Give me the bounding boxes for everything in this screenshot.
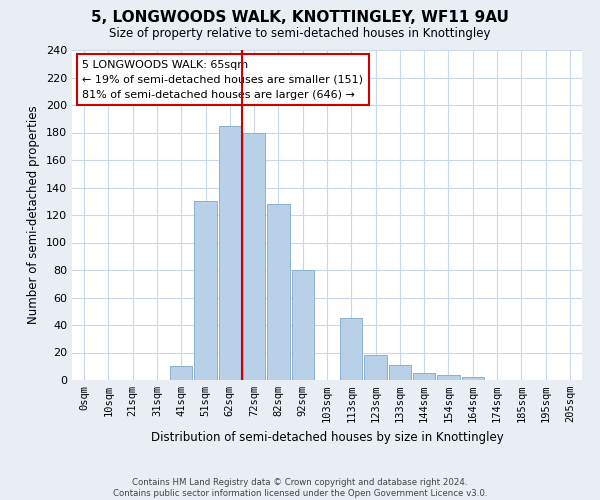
Bar (267, 204, 290, 380)
Text: Size of property relative to semi-detached houses in Knottingley: Size of property relative to semi-detach… (109, 28, 491, 40)
Bar (413, 373, 436, 380)
Text: 5, LONGWOODS WALK, KNOTTINGLEY, WF11 9AU: 5, LONGWOODS WALK, KNOTTINGLEY, WF11 9AU (91, 10, 509, 25)
Bar (170, 366, 193, 380)
Bar (243, 132, 265, 380)
Bar (389, 365, 411, 380)
Bar (194, 201, 217, 380)
Y-axis label: Number of semi-detached properties: Number of semi-detached properties (28, 106, 40, 324)
Text: Contains HM Land Registry data © Crown copyright and database right 2024.
Contai: Contains HM Land Registry data © Crown c… (113, 478, 487, 498)
X-axis label: Distribution of semi-detached houses by size in Knottingley: Distribution of semi-detached houses by … (151, 430, 503, 444)
Bar (364, 355, 387, 380)
Text: 5 LONGWOODS WALK: 65sqm
← 19% of semi-detached houses are smaller (151)
81% of s: 5 LONGWOODS WALK: 65sqm ← 19% of semi-de… (82, 60, 363, 100)
Bar (292, 270, 314, 380)
Bar (437, 374, 460, 380)
Bar (461, 377, 484, 380)
Bar (218, 126, 241, 380)
Bar (340, 318, 362, 380)
